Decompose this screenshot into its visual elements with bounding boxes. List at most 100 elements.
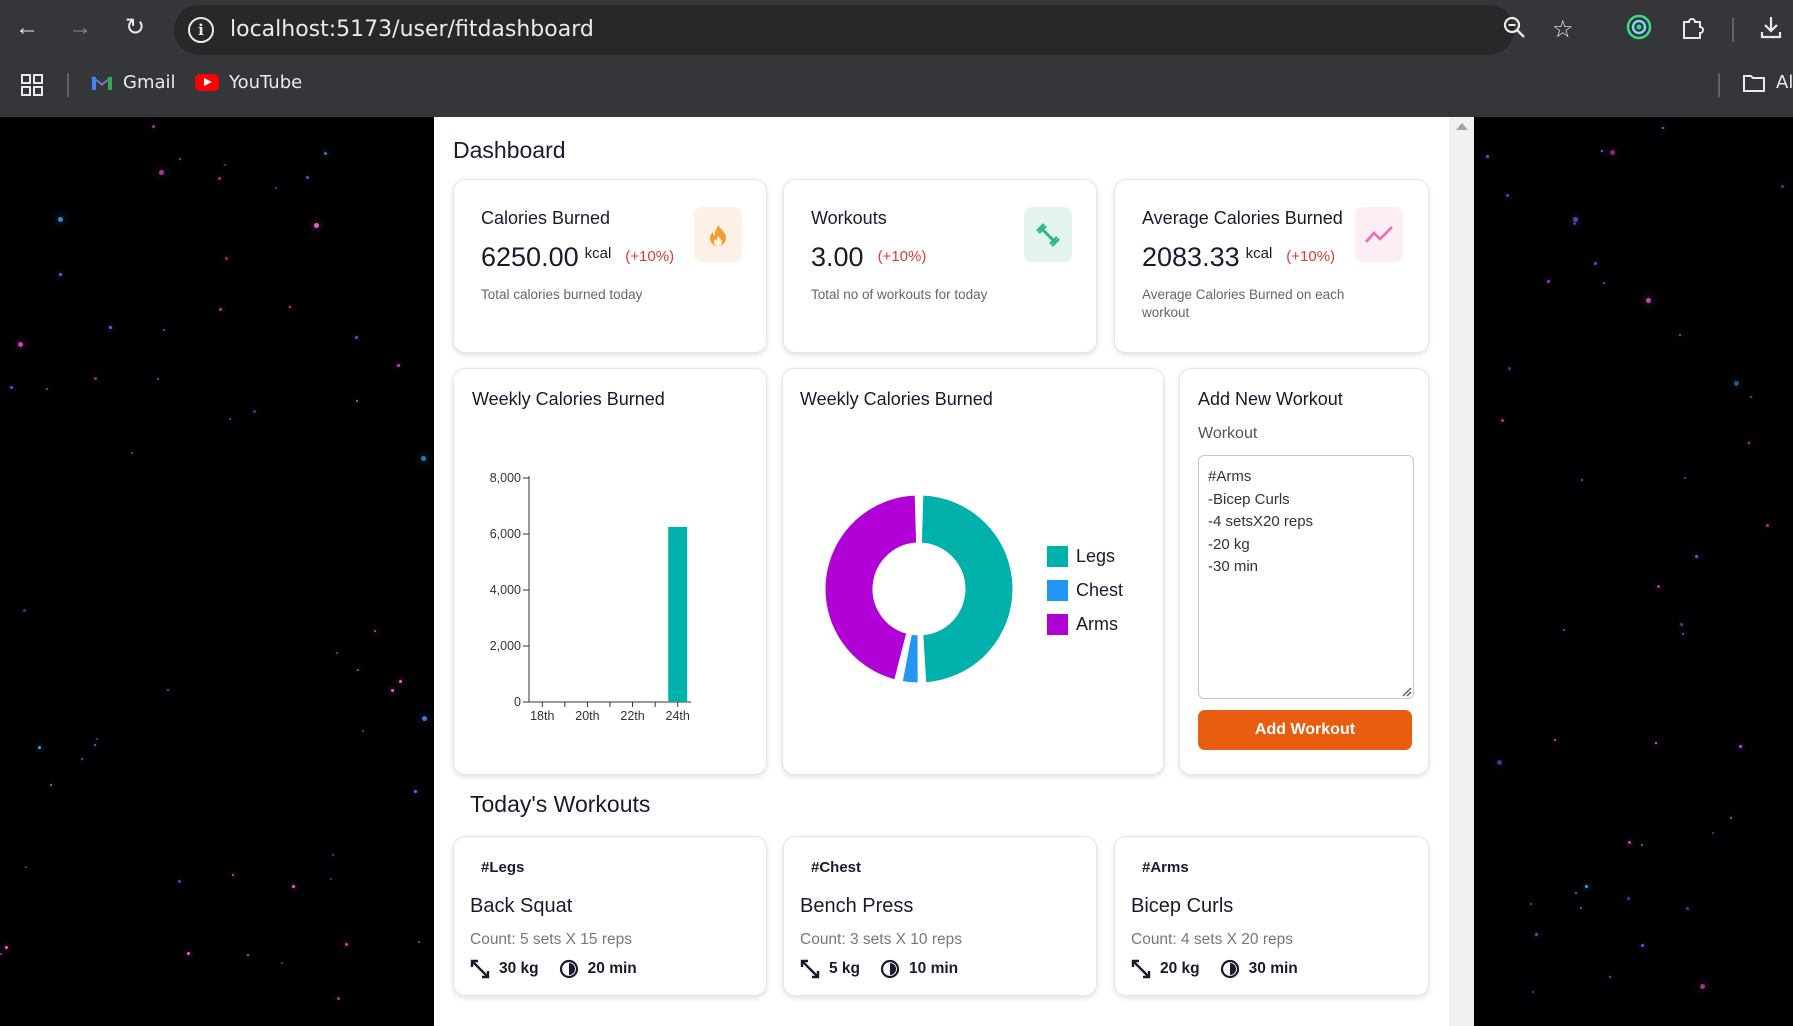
scroll-up-arrow-icon[interactable] (1456, 123, 1468, 130)
stat-value-row: 3.00 (+10%) (811, 242, 926, 273)
stat-card-workouts: Workouts 3.00 (+10%) Total no of workouts… (783, 179, 1097, 353)
bar-chart: 0 2,000 4,000 6,000 8,000 18th 20th 22th 24th (490, 471, 691, 723)
stat-description: Average Calories Burned on each workout (1142, 287, 1345, 320)
star-dot (1739, 745, 1742, 748)
page-title: Dashboard (453, 137, 566, 163)
back-arrow-icon[interactable]: ← (15, 14, 39, 41)
star-dot (1748, 442, 1750, 444)
star-dot (187, 952, 190, 955)
pie-slice-chest[interactable] (899, 631, 921, 686)
bookmark-all-folder[interactable]: Al (1742, 72, 1793, 93)
star-dot (1573, 217, 1578, 222)
bookmark-star-icon[interactable]: ☆ (1552, 16, 1574, 43)
bookmark-youtube[interactable]: YouTube (195, 72, 302, 93)
extensions-puzzle-icon[interactable] (1680, 14, 1706, 48)
bookmark-gmail[interactable]: Gmail (91, 72, 176, 93)
page-scrollbar[interactable] (1449, 117, 1474, 1026)
extension-target-icon[interactable] (1626, 14, 1652, 48)
reload-icon[interactable]: ↻ (124, 14, 146, 41)
legend-item-chest: Chest (1047, 580, 1123, 601)
workout-card[interactable]: #Legs Back Squat Count: 5 sets X 15 reps… (453, 836, 767, 996)
workout-category: #Chest (811, 859, 862, 876)
address-bar[interactable]: i localhost:5173/user/fitdashboard ☆ (174, 5, 1574, 55)
stat-change: (+10%) (877, 248, 927, 265)
resize-grip-icon[interactable] (1400, 685, 1412, 697)
address-url[interactable]: localhost:5173/user/fitdashboard (230, 17, 594, 42)
star-dot (1686, 907, 1689, 910)
star-dot (324, 152, 327, 155)
star-dot (167, 689, 169, 691)
star-dot (59, 273, 62, 276)
star-dot (1679, 334, 1681, 336)
star-dot (179, 158, 181, 160)
star-dot (1734, 381, 1739, 386)
bar-24th[interactable] (668, 527, 688, 702)
star-dot (178, 880, 181, 883)
star-dot (1610, 150, 1615, 155)
site-info-icon[interactable]: i (188, 17, 214, 43)
pie-chart (822, 492, 1016, 686)
star-dot (422, 716, 427, 721)
workout-weight: 20 kg (1160, 960, 1200, 977)
timer-icon (880, 959, 900, 979)
dashboard-page: Dashboard Calories Burned 6250.00 kcal (+1… (434, 117, 1474, 1026)
legend-label: Legs (1076, 546, 1116, 566)
star-dot (232, 874, 234, 876)
star-dot (1580, 907, 1582, 909)
legend-swatch (1047, 614, 1068, 635)
panel-title: Weekly Calories Burned (472, 389, 665, 409)
panel-title: Weekly Calories Burned (800, 389, 993, 409)
star-dot (1655, 742, 1657, 744)
star-dot (1680, 623, 1683, 626)
star-dot (1530, 903, 1532, 905)
pie-slice-arms[interactable] (822, 492, 920, 683)
star-dot (1581, 479, 1583, 481)
star-dot (356, 400, 358, 402)
star-dot (1695, 555, 1698, 558)
star-dot (58, 217, 63, 222)
workout-duration: 10 min (909, 960, 959, 977)
workout-card[interactable]: #Arms Bicep Curls Count: 4 sets X 20 rep… (1114, 836, 1429, 996)
y-tick-label: 8,000 (490, 471, 521, 485)
toolbar-divider (1732, 18, 1734, 42)
workout-duration: 20 min (587, 960, 637, 977)
star-dot (1563, 629, 1565, 631)
workout-count: Count: 4 sets X 20 reps (1131, 931, 1293, 948)
star-dot (1497, 760, 1502, 765)
bookmarks-divider (67, 73, 69, 97)
workout-duration: 30 min (1248, 960, 1298, 977)
forward-arrow-icon[interactable]: → (68, 14, 92, 41)
panel-title: Add New Workout (1198, 389, 1343, 409)
legend-label: Chest (1076, 580, 1124, 600)
stat-unit: kcal (1245, 245, 1273, 262)
workout-textarea[interactable] (1198, 455, 1414, 699)
folder-icon (1743, 74, 1765, 92)
star-dot (247, 954, 249, 956)
weekly-calories-bar-card: Weekly Calories Burned 0 2,000 4,000 6,000 8… (453, 368, 767, 775)
star-dot (355, 336, 358, 339)
stat-unit: kcal (584, 245, 612, 262)
star-dot (1712, 832, 1714, 834)
stat-description: Total calories burned today (481, 287, 643, 302)
zoom-icon[interactable] (1502, 15, 1526, 47)
bookmarks-divider (1718, 73, 1720, 97)
legend-swatch (1047, 546, 1068, 567)
star-dot (292, 885, 295, 888)
download-icon[interactable] (1758, 14, 1784, 48)
weekly-calories-pie-card: Weekly Calories Burned Legs Chest Arms (782, 368, 1164, 775)
workout-card[interactable]: #Chest Bench Press Count: 3 sets X 10 re… (783, 836, 1097, 996)
star-dot (1750, 396, 1752, 398)
add-workout-button[interactable]: Add Workout (1198, 710, 1412, 750)
star-dot (159, 170, 164, 175)
bookmark-label: YouTube (229, 72, 303, 93)
apps-grid-icon[interactable] (21, 74, 43, 96)
star-dot (1627, 897, 1630, 900)
star-dot (0, 953, 2, 955)
star-dot (1501, 419, 1504, 422)
pie-slice-legs[interactable] (918, 492, 1016, 686)
star-dot (94, 377, 97, 380)
star-dot (1781, 185, 1784, 188)
star-dot (357, 669, 359, 671)
star-dot (1508, 367, 1511, 370)
stat-title: Calories Burned (481, 208, 611, 228)
